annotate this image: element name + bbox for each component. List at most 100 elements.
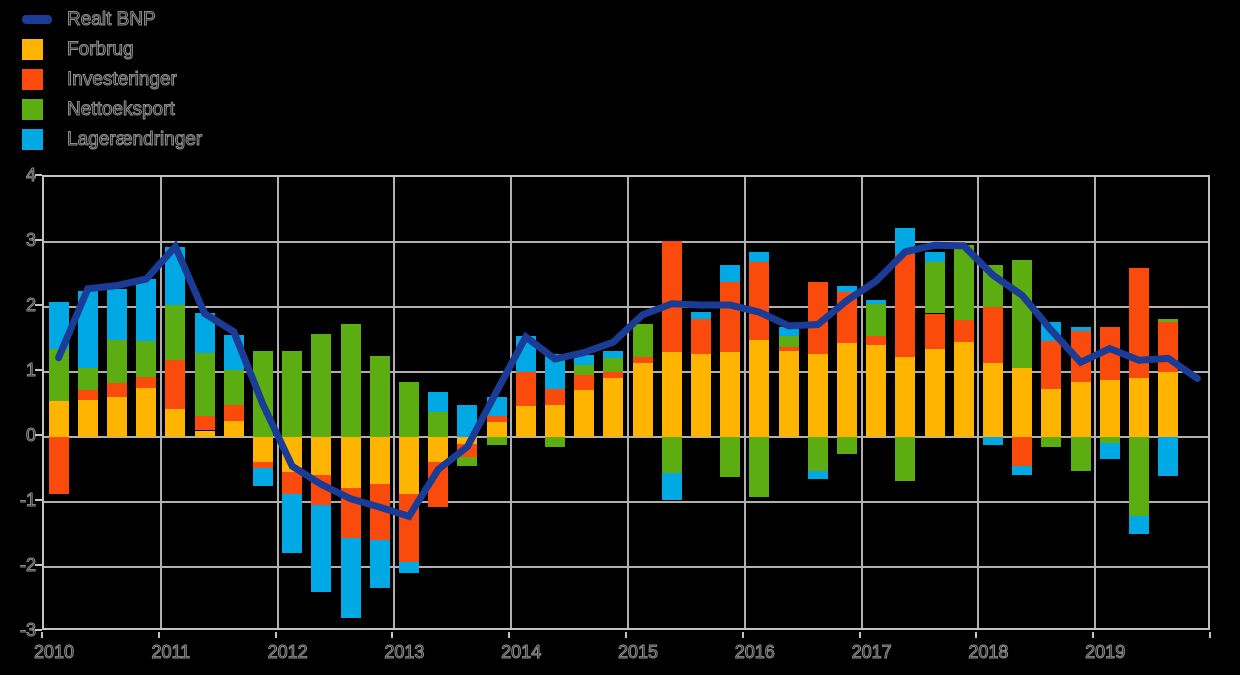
y-axis-label: -2 — [19, 555, 36, 576]
x-axis-tick — [508, 632, 511, 638]
gridline-horizontal — [44, 241, 1208, 243]
x-axis-tick — [391, 632, 394, 638]
legend-label: Forbrug — [67, 38, 135, 60]
bar-segment-forbrug-2012q2 — [311, 437, 332, 476]
bar-segment-nettoeksport-2015q4 — [720, 437, 741, 478]
x-axis-tick — [41, 632, 43, 638]
bar-segment-investeringer-2017q4 — [953, 320, 974, 343]
bar-segment-lagerndringer-2017q3 — [924, 251, 945, 263]
gridline-vertical — [627, 177, 629, 628]
bar-segment-forbrug-2010q1 — [48, 401, 69, 437]
x-axis-tick — [274, 632, 277, 638]
bar-segment-forbrug-2011q2 — [194, 430, 215, 437]
bar-segment-investeringer-2012q1 — [282, 472, 303, 494]
legend-item-nettoeksport: Nettoeksport — [22, 94, 202, 124]
bar-segment-investeringer-2014q4 — [603, 372, 624, 378]
bar-segment-forbrug-2014q2 — [545, 405, 565, 437]
bar-segment-forbrug-2017q1 — [866, 345, 887, 437]
bar-segment-investeringer-2016q2 — [778, 347, 799, 351]
bar-segment-forbrug-2012q3 — [340, 437, 361, 488]
y-axis-tick — [35, 304, 42, 306]
bar-segment-nettoeksport-2012q4 — [369, 356, 390, 437]
bar-segment-forbrug-2016q3 — [807, 353, 828, 437]
bar-segment-investeringer-2016q4 — [837, 292, 857, 344]
bar-segment-lagerndringer-2012q3 — [340, 538, 361, 618]
bar-segment-investeringer-2014q2 — [545, 388, 565, 406]
x-axis-label: 2015 — [617, 642, 659, 663]
bar-segment-forbrug-2018q4 — [1070, 381, 1091, 437]
bar-segment-lagerndringer-2018q2 — [1012, 465, 1033, 476]
bar-segment-investeringer-2018q2 — [1012, 437, 1033, 466]
x-axis-label: 2013 — [384, 642, 425, 663]
bar-segment-nettoeksport-2017q2 — [895, 437, 916, 481]
bar-segment-nettoeksport-2013q3 — [457, 457, 478, 466]
x-axis-tick — [625, 632, 627, 638]
y-axis-label: 4 — [25, 165, 36, 186]
bar-segment-investeringer-2018q1 — [983, 307, 1003, 363]
bar-segment-lagerndringer-2013q3 — [457, 405, 478, 437]
x-axis-tick — [858, 632, 861, 638]
bar-segment-forbrug-2012q4 — [369, 437, 390, 485]
bar-segment-forbrug-2019q1 — [1099, 380, 1120, 437]
y-axis-tick — [35, 434, 42, 436]
bar-segment-investeringer-2010q3 — [107, 383, 127, 397]
bar-segment-lagerndringer-2010q3 — [107, 289, 127, 341]
y-axis-tick — [35, 239, 42, 241]
bar-segment-investeringer-2016q1 — [749, 261, 770, 341]
gridline-vertical — [159, 177, 162, 628]
legend-item-lagerndringer: Lagerændringer — [22, 124, 203, 154]
bar-segment-forbrug-2018q2 — [1012, 368, 1033, 437]
bar-segment-investeringer-2013q3 — [457, 443, 478, 458]
bar-segment-lagerndringer-2011q4 — [253, 468, 273, 486]
bar-segment-nettoeksport-2019q2 — [1129, 437, 1149, 516]
bar-segment-nettoeksport-2018q3 — [1041, 437, 1062, 447]
bar-segment-lagerndringer-2010q4 — [136, 279, 157, 341]
bar-segment-investeringer-2010q2 — [77, 389, 98, 400]
legend: Realt BNP Forbrug Investeringer Nettoekspor… — [22, 4, 203, 154]
legend-label: Investeringer — [67, 68, 178, 90]
legend-item-forbrug: Forbrug — [22, 34, 202, 64]
bar-segment-investeringer-2016q3 — [807, 281, 828, 354]
line-swatch-icon — [22, 14, 52, 24]
bar-segment-forbrug-2016q4 — [837, 343, 857, 437]
legend-label: Lagerændringer — [66, 128, 203, 150]
y-axis-label: 2 — [25, 295, 36, 316]
bar-segment-lagerndringer-2017q1 — [866, 299, 887, 305]
bar-segment-forbrug-2015q4 — [720, 351, 741, 437]
bar-segment-nettoeksport-2011q4 — [253, 351, 273, 437]
gridline-horizontal — [44, 306, 1208, 308]
bar-segment-forbrug-2018q3 — [1041, 388, 1062, 437]
bar-segment-nettoeksport-2014q3 — [574, 364, 595, 375]
bar-segment-investeringer-2011q2 — [194, 415, 215, 431]
bar-segment-nettoeksport-2016q1 — [749, 437, 770, 497]
bar-segment-forbrug-2013q1 — [399, 437, 419, 495]
bar-segment-investeringer-2017q2 — [895, 253, 916, 358]
bar-segment-lagerndringer-2018q3 — [1041, 321, 1062, 342]
bar-segment-lagerndringer-2013q4 — [486, 396, 507, 416]
bar-segment-investeringer-2015q3 — [691, 318, 711, 354]
x-axis-label: 2014 — [501, 642, 542, 663]
gridline-vertical — [510, 177, 513, 628]
bar-segment-nettoeksport-2016q3 — [807, 437, 828, 472]
bar-segment-lagerndringer-2013q1 — [399, 561, 419, 574]
bar-segment-lagerndringer-2019q1 — [1099, 442, 1120, 460]
bar-segment-forbrug-2015q2 — [661, 351, 682, 437]
bar-segment-forbrug-2019q3 — [1158, 372, 1179, 437]
bar-segment-forbrug-2014q1 — [515, 405, 536, 437]
bar-segment-investeringer-2017q3 — [924, 313, 945, 349]
bar-segment-investeringer-2019q3 — [1158, 321, 1179, 372]
bar-segment-forbrug-2010q4 — [136, 388, 157, 437]
bar-segment-forbrug-2018q1 — [983, 362, 1003, 437]
bar-segment-investeringer-2014q1 — [515, 372, 536, 406]
x-axis-label: 2011 — [151, 642, 191, 663]
bar-segment-investeringer-2011q3 — [223, 405, 244, 422]
box-swatch-icon — [22, 68, 43, 90]
legend-label: Realt BNP — [67, 8, 157, 30]
bar-segment-lagerndringer-2019q3 — [1158, 437, 1179, 476]
gridline-horizontal — [44, 436, 1208, 438]
y-axis-tick — [35, 369, 42, 371]
x-axis-tick — [975, 632, 978, 638]
bar-segment-nettoeksport-2016q2 — [778, 335, 799, 348]
